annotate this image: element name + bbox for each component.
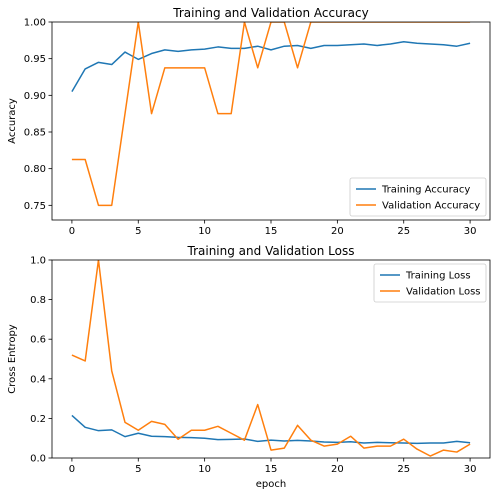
x-tick-label: 5 [135, 464, 141, 475]
y-tick-label: 0.90 [24, 91, 46, 102]
y-tick-label: 0.95 [24, 54, 46, 65]
y-tick-label: 1.0 [30, 256, 46, 267]
legend-entry: Validation Accuracy [382, 201, 480, 212]
y-tick-label: 0.0 [30, 454, 46, 465]
x-tick-label: 15 [265, 226, 278, 237]
y-tick-label: 0.2 [30, 414, 46, 425]
legend: Training Accuracy Validation Accuracy [349, 177, 487, 217]
legend-entry: Training Loss [405, 271, 471, 282]
y-tick-label: 0.80 [24, 164, 46, 175]
x-tick-label: 10 [198, 226, 211, 237]
legend-box [373, 263, 487, 303]
y-tick-label: 0.6 [30, 335, 46, 346]
legend-entry: Validation Loss [406, 287, 481, 298]
chart-title: Training and Validation Loss [187, 244, 355, 258]
y-tick-label: 0.4 [30, 374, 46, 385]
y-axis-label: Accuracy [7, 98, 18, 144]
x-tick-label: 30 [464, 464, 477, 475]
chart-0: Training and Validation Accuracy 0 5 10 15 20… [7, 6, 491, 237]
y-tick-label: 1.00 [24, 18, 46, 29]
y-axis-label: Cross Entropy [7, 324, 18, 394]
x-tick-label: 15 [265, 464, 278, 475]
series-line-training-accuracy [71, 41, 471, 93]
x-tick-label: 5 [135, 226, 141, 237]
legend: Training Loss Validation Loss [373, 263, 487, 303]
x-axis-label: epoch [256, 479, 286, 490]
series-line-validation-loss [71, 260, 471, 457]
x-tick-label: 25 [397, 464, 410, 475]
legend-entry: Training Accuracy [381, 185, 470, 196]
x-tick-label: 20 [331, 464, 344, 475]
y-tick-label: 0.85 [24, 128, 46, 139]
x-tick-label: 30 [464, 226, 477, 237]
x-tick-label: 0 [69, 226, 75, 237]
y-tick-label: 0.8 [30, 295, 46, 306]
chart-1: Training and Validation Loss 0 5 10 15 20 25 30… [7, 244, 491, 490]
series-line-training-loss [71, 414, 471, 445]
x-tick-label: 25 [397, 226, 410, 237]
legend-box [349, 177, 487, 217]
y-tick-label: 0.75 [24, 201, 46, 212]
chart-title: Training and Validation Accuracy [172, 6, 368, 20]
x-tick-label: 20 [331, 226, 344, 237]
x-tick-label: 10 [198, 464, 211, 475]
x-tick-label: 0 [69, 464, 75, 475]
